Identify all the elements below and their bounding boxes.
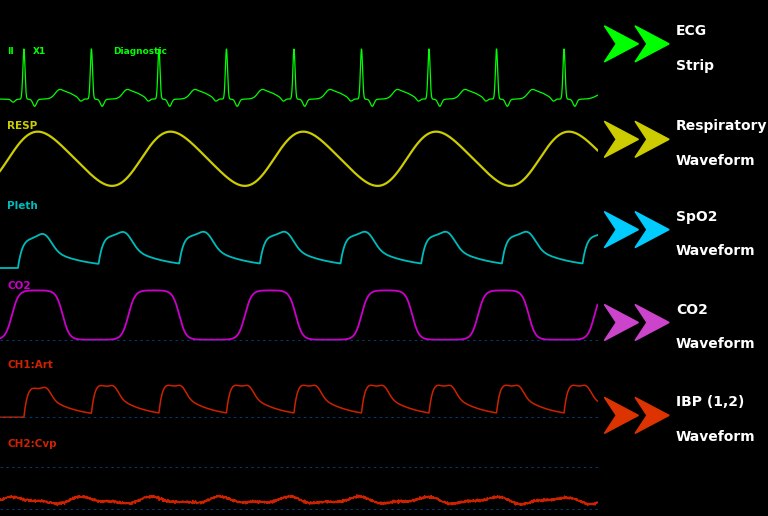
Text: Strip: Strip — [676, 58, 714, 73]
Text: Waveform: Waveform — [676, 154, 756, 168]
Text: X1: X1 — [33, 47, 46, 56]
Text: Respiratory: Respiratory — [676, 119, 767, 134]
Text: CH1:Art: CH1:Art — [7, 360, 53, 370]
Text: SpO2: SpO2 — [676, 209, 717, 224]
Text: II: II — [7, 47, 14, 56]
Polygon shape — [604, 26, 638, 62]
Text: IBP (1,2): IBP (1,2) — [676, 395, 744, 410]
Text: RESP: RESP — [7, 121, 38, 131]
Polygon shape — [604, 121, 638, 157]
Text: Waveform: Waveform — [676, 337, 756, 351]
Text: Waveform: Waveform — [676, 244, 756, 259]
Polygon shape — [604, 304, 638, 341]
Text: ECG: ECG — [676, 24, 707, 38]
Polygon shape — [604, 397, 638, 433]
Polygon shape — [635, 26, 669, 62]
Text: CO2: CO2 — [676, 302, 708, 317]
Text: CH2:Cvp: CH2:Cvp — [7, 439, 57, 448]
Polygon shape — [635, 212, 669, 248]
Text: Waveform: Waveform — [676, 430, 756, 444]
Polygon shape — [635, 304, 669, 341]
Text: Pleth: Pleth — [7, 201, 38, 211]
Text: Diagnostic: Diagnostic — [114, 47, 167, 56]
Polygon shape — [635, 397, 669, 433]
Polygon shape — [635, 121, 669, 157]
Polygon shape — [604, 212, 638, 248]
Text: CO2: CO2 — [7, 281, 31, 291]
